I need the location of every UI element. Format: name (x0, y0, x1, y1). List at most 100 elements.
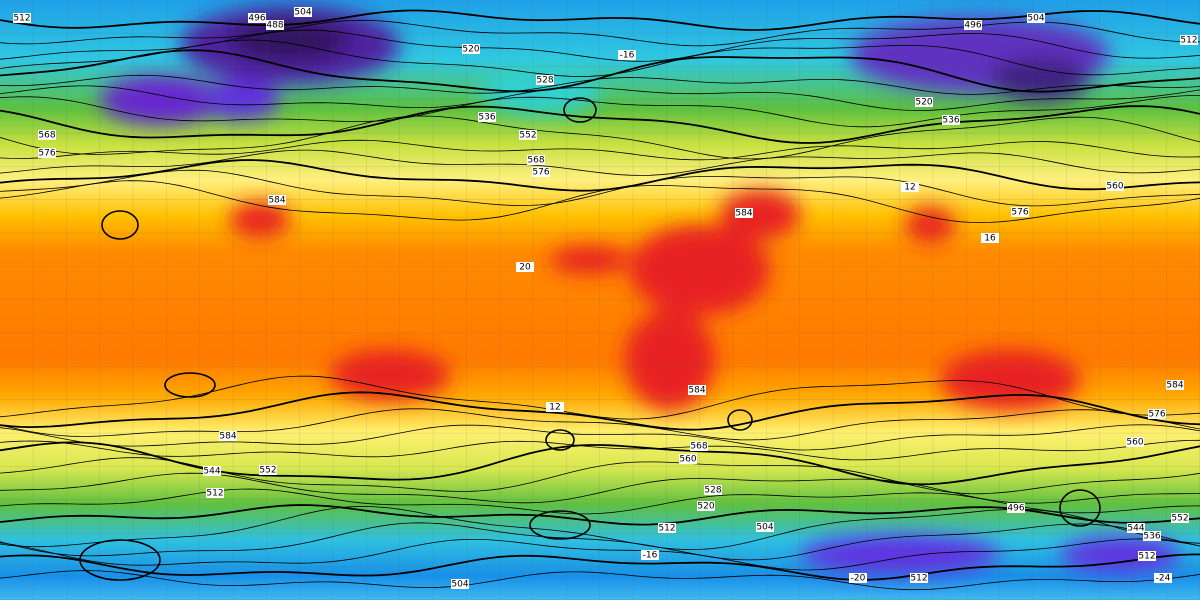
contour-label: 560 (1126, 437, 1144, 448)
label-text: 584 (268, 196, 285, 206)
contour-line (0, 457, 1200, 495)
label-box (519, 130, 537, 140)
contour-line (0, 139, 1200, 161)
label-box (1007, 503, 1025, 513)
label-text: 12 (549, 403, 560, 413)
label-text: 520 (697, 502, 714, 512)
contour-label: 584 (1166, 380, 1184, 391)
label-text: 536 (478, 113, 495, 123)
label-text: 12 (904, 183, 915, 193)
label-text: 536 (942, 116, 959, 126)
contour-line (0, 505, 1200, 551)
label-text: 560 (1126, 438, 1143, 448)
contour-label: 16 (981, 233, 999, 244)
label-text: -24 (1156, 574, 1171, 584)
label-box (268, 195, 286, 205)
contour-line (0, 441, 1200, 486)
label-box (1027, 13, 1045, 23)
label-box (38, 130, 56, 140)
contour-label: 12 (546, 402, 564, 413)
label-box (1143, 531, 1161, 541)
contour-line (0, 488, 1200, 515)
contour-line (0, 439, 1200, 461)
label-box (915, 97, 933, 107)
label-box (206, 488, 224, 498)
label-text: 552 (259, 466, 276, 476)
label-text: 584 (735, 209, 752, 219)
label-box (516, 262, 534, 272)
contour-line (0, 85, 1200, 112)
contour-label: -16 (618, 50, 636, 61)
label-box (266, 20, 284, 30)
label-box (1180, 35, 1198, 45)
contour-label: 504 (756, 522, 774, 533)
contour-line (0, 553, 1200, 581)
label-text: 512 (658, 524, 675, 534)
contour-label: 560 (1106, 181, 1124, 192)
contour-line (0, 159, 1200, 192)
contour-label: 576 (532, 167, 550, 178)
label-text: 576 (1011, 208, 1028, 218)
label-text: 496 (964, 21, 981, 31)
contour-label: 512 (206, 488, 224, 499)
label-box (658, 523, 676, 533)
contour-label: 552 (1171, 513, 1189, 524)
label-box (38, 148, 56, 158)
label-text: 552 (519, 131, 536, 141)
contour-label: 520 (462, 44, 480, 55)
contour-label: 584 (735, 208, 753, 219)
label-text: -16 (643, 551, 658, 561)
contour-cell (563, 97, 597, 123)
label-text: 568 (527, 156, 544, 166)
contour-label: -24 (1154, 573, 1172, 584)
contour-label: 520 (915, 97, 933, 108)
label-box (910, 573, 928, 583)
contour-line (0, 504, 1200, 526)
label-box (1166, 380, 1184, 390)
label-box (536, 75, 554, 85)
label-box (1011, 207, 1029, 217)
contour-label: 488 (266, 20, 284, 31)
label-text: 584 (219, 432, 236, 442)
label-box (1138, 551, 1156, 561)
contour-label: 512 (658, 523, 676, 534)
label-text: 528 (536, 76, 553, 86)
label-box (697, 501, 715, 511)
contour-label: 20 (516, 262, 534, 273)
label-box (1106, 181, 1124, 191)
label-box (849, 573, 867, 583)
label-text: 560 (679, 455, 696, 465)
contour-line (0, 149, 1200, 176)
contour-label: 536 (942, 115, 960, 126)
label-text: 544 (1127, 524, 1144, 534)
contour-line (0, 19, 1200, 47)
label-text: -16 (620, 51, 635, 61)
contour-line (0, 74, 1200, 95)
label-box (478, 112, 496, 122)
label-text: 584 (1166, 381, 1183, 391)
contour-label: 584 (688, 385, 706, 396)
label-box (248, 13, 266, 23)
label-box (964, 20, 982, 30)
label-box (1154, 573, 1172, 583)
label-text: 504 (756, 523, 773, 533)
contour-label: -16 (641, 550, 659, 561)
label-text: -20 (851, 574, 866, 584)
contour-cell (727, 409, 753, 431)
contour-cell (79, 539, 161, 581)
contour-cell (1059, 489, 1101, 527)
contour-label: 568 (690, 441, 708, 452)
contour-label: 504 (1027, 13, 1045, 24)
label-box (735, 208, 753, 218)
label-text: 496 (248, 14, 265, 24)
label-text: 552 (1171, 514, 1188, 524)
label-box (704, 485, 722, 495)
contour-label: 536 (1143, 531, 1161, 542)
contour-label: 584 (268, 195, 286, 206)
contour-label: 512 (1180, 35, 1198, 46)
label-box (688, 385, 706, 395)
contour-line (0, 105, 1200, 144)
contour-line (0, 522, 1200, 561)
contour-label: 512 (910, 573, 928, 584)
